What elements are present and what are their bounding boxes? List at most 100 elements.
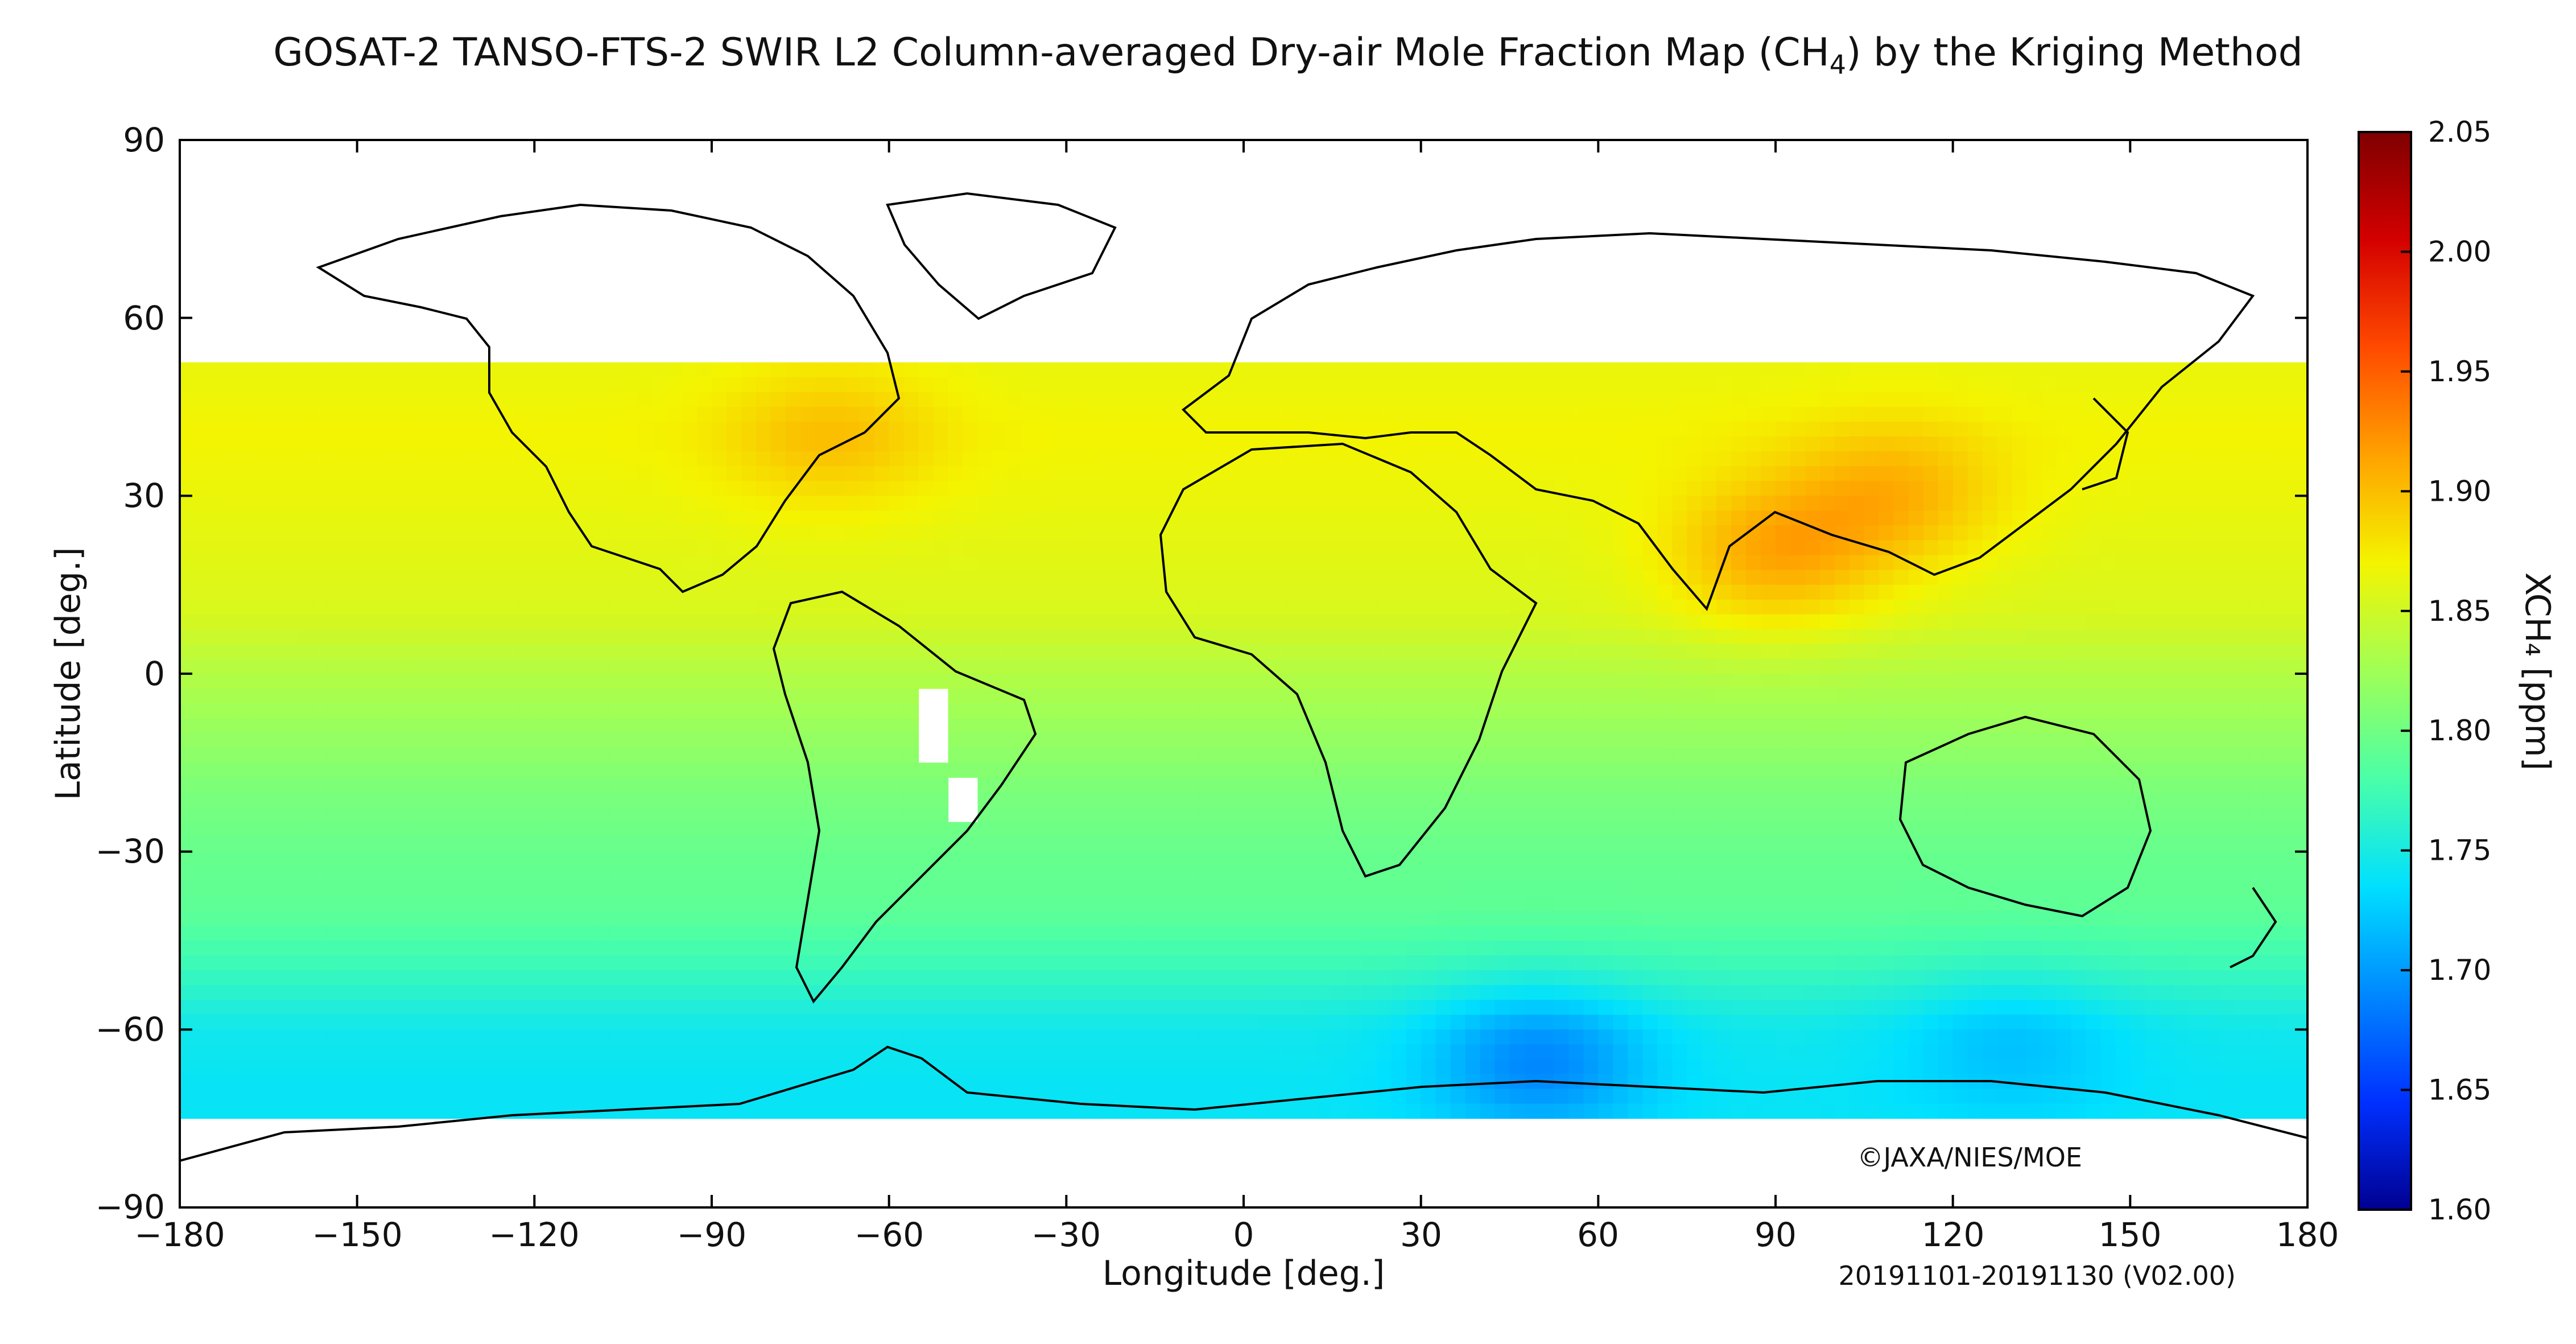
heatmap-cell	[1391, 555, 1407, 571]
heatmap-cell	[445, 866, 461, 882]
heatmap-cell	[1184, 540, 1200, 556]
heatmap-cell	[312, 703, 328, 719]
heatmap-cell	[1421, 555, 1436, 571]
heatmap-cell	[1287, 851, 1303, 867]
heatmap-cell	[1539, 391, 1554, 407]
heatmap-cell	[741, 377, 757, 393]
heatmap-cell	[2012, 570, 2028, 586]
heatmap-cell	[977, 466, 993, 481]
heatmap-cell	[815, 555, 831, 571]
heatmap-cell	[519, 644, 535, 659]
heatmap-cell	[963, 510, 979, 526]
heatmap-cell	[2071, 407, 2086, 422]
heatmap-cell	[2056, 377, 2072, 393]
heatmap-cell	[2086, 822, 2101, 838]
heatmap-cell	[445, 466, 461, 481]
heatmap-cell	[1214, 362, 1229, 378]
heatmap-cell	[342, 614, 358, 630]
heatmap-cell	[1155, 851, 1170, 867]
heatmap-cell	[1746, 466, 1761, 481]
heatmap-cell	[844, 510, 860, 526]
heatmap-cell	[238, 451, 254, 467]
heatmap-cell	[1539, 599, 1554, 615]
heatmap-cell	[1170, 570, 1185, 586]
heatmap-cell	[416, 481, 432, 496]
heatmap-cell	[1908, 658, 1924, 674]
heatmap-cell	[2115, 377, 2131, 393]
heatmap-cell	[1465, 391, 1481, 407]
heatmap-cell	[1037, 510, 1052, 526]
heatmap-cell	[2012, 689, 2028, 704]
heatmap-cell	[1554, 851, 1569, 867]
heatmap-cell	[1583, 762, 1599, 778]
heatmap-cell	[963, 614, 979, 630]
heatmap-cell	[593, 762, 609, 778]
heatmap-cell	[312, 762, 328, 778]
heatmap-cell	[1244, 836, 1259, 852]
heatmap-cell	[1125, 718, 1141, 733]
heatmap-cell	[445, 822, 461, 838]
heatmap-cell	[1361, 748, 1377, 763]
heatmap-cell	[564, 614, 579, 630]
heatmap-cell	[963, 391, 979, 407]
heatmap-cell	[1524, 777, 1540, 793]
heatmap-cell	[785, 436, 801, 452]
heatmap-cell	[608, 481, 624, 496]
heatmap-cell	[608, 570, 624, 586]
heatmap-cell	[1657, 703, 1673, 719]
heatmap-cell	[460, 674, 476, 689]
heatmap-cell	[1244, 599, 1259, 615]
heatmap-cell	[859, 496, 875, 511]
heatmap-cell	[593, 525, 609, 541]
heatmap-cell	[1849, 733, 1865, 748]
heatmap-cell	[1450, 362, 1466, 378]
heatmap-cell	[1066, 391, 1081, 407]
heatmap-cell	[1125, 481, 1141, 496]
heatmap-cell	[1702, 733, 1717, 748]
heatmap-cell	[1583, 555, 1599, 571]
heatmap-cell	[653, 762, 668, 778]
heatmap-cell	[1302, 807, 1318, 823]
heatmap-cell	[180, 422, 195, 437]
heatmap-cell	[1864, 466, 1880, 481]
heatmap-cell	[653, 644, 668, 659]
heatmap-cell	[1229, 496, 1244, 511]
heatmap-cell	[1347, 555, 1363, 571]
heatmap-cell	[1539, 436, 1554, 452]
heatmap-cell	[1421, 570, 1436, 586]
heatmap-cell	[1037, 584, 1052, 600]
heatmap-cell	[490, 599, 505, 615]
heatmap-cell	[1893, 851, 1909, 867]
heatmap-cell	[1628, 466, 1643, 481]
heatmap-cell	[2263, 644, 2278, 659]
heatmap-cell	[874, 377, 890, 393]
heatmap-cell	[1687, 629, 1702, 645]
heatmap-cell	[874, 851, 890, 867]
heatmap-cell	[1376, 510, 1392, 526]
heatmap-cell	[1524, 407, 1540, 422]
heatmap-cell	[918, 762, 934, 778]
heatmap-cell	[1746, 851, 1761, 867]
heatmap-cell	[829, 422, 845, 437]
heatmap-cell	[1819, 540, 1835, 556]
heatmap-cell	[1007, 407, 1022, 422]
heatmap-cell	[1598, 733, 1613, 748]
heatmap-cell	[357, 555, 373, 571]
heatmap-cell	[253, 792, 269, 808]
heatmap-cell	[519, 792, 535, 808]
heatmap-cell	[1583, 851, 1599, 867]
heatmap-cell	[903, 689, 919, 704]
heatmap-cell	[1140, 703, 1155, 719]
heatmap-cell	[1834, 391, 1850, 407]
heatmap-cell	[1421, 599, 1436, 615]
heatmap-cell	[1258, 496, 1274, 511]
heatmap-cell	[195, 555, 210, 571]
heatmap-cell	[1982, 407, 1998, 422]
heatmap-cell	[2219, 822, 2234, 838]
heatmap-cell	[829, 836, 845, 852]
heatmap-cell	[608, 851, 624, 867]
heatmap-cell	[1155, 644, 1170, 659]
heatmap-cell	[667, 689, 683, 704]
heatmap-cell	[1716, 733, 1732, 748]
heatmap-cell	[1761, 718, 1776, 733]
